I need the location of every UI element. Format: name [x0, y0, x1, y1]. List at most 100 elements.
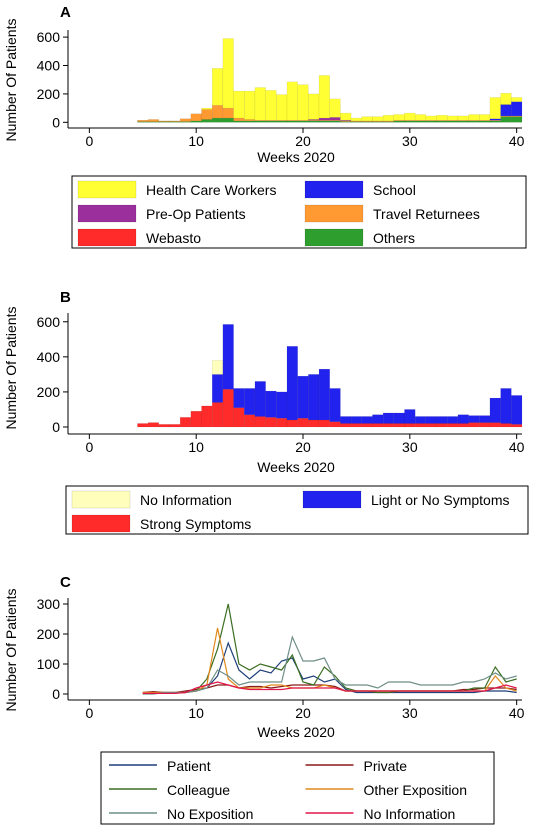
bar-pre-op-patients [329, 117, 341, 121]
bar-strong-symptoms [265, 417, 277, 428]
bar-light-or-no-symptoms [372, 414, 384, 424]
bar-strong-symptoms [201, 405, 213, 428]
legend-box [71, 175, 527, 249]
bar-health-care-workers [436, 115, 448, 121]
bar-health-care-workers [308, 93, 320, 120]
bar-light-or-no-symptoms [212, 374, 224, 403]
bar-strong-symptoms [479, 422, 491, 428]
bar-health-care-workers [425, 115, 437, 121]
bar-travel-returnees [489, 119, 501, 122]
bar-strong-symptoms [179, 417, 192, 428]
bar-light-or-no-symptoms [479, 415, 491, 423]
bar-light-or-no-symptoms [254, 381, 266, 417]
legend-swatch-webasto [77, 228, 137, 247]
bar-travel-returnees [511, 115, 523, 117]
bar-light-or-no-symptoms [436, 416, 448, 424]
bar-others [254, 120, 266, 123]
bar-light-or-no-symptoms [393, 412, 405, 424]
y-tick-label: 200 [37, 86, 61, 102]
y-tick-label: 600 [37, 314, 61, 330]
bar-health-care-workers [265, 90, 277, 121]
bar-strong-symptoms [297, 418, 309, 428]
bar-strong-symptoms [350, 423, 362, 428]
y-tick-label: 100 [37, 656, 61, 672]
legend-label-health-care-workers: Health Care Workers [146, 182, 276, 198]
bar-strong-symptoms [404, 423, 416, 428]
x-tick-label: 40 [509, 705, 525, 721]
bar-strong-symptoms [361, 423, 373, 428]
bar-others [244, 120, 256, 123]
bar-light-or-no-symptoms [447, 416, 459, 424]
bar-strong-symptoms [158, 424, 170, 428]
bar-light-or-no-symptoms [468, 415, 480, 423]
x-tick-label: 20 [295, 439, 311, 455]
x-tick-label: 20 [295, 133, 311, 149]
bar-light-or-no-symptoms [286, 346, 298, 421]
bar-health-care-workers [329, 98, 341, 118]
bar-light-or-no-symptoms [500, 388, 512, 424]
x-tick-label: 30 [402, 439, 418, 455]
bar-others [447, 120, 459, 123]
legend-label-other-exposition: Other Exposition [364, 782, 468, 798]
bar-health-care-workers [318, 75, 330, 119]
bar-light-or-no-symptoms [318, 368, 330, 421]
bar-travel-returnees [201, 109, 213, 120]
y-tick-label: 0 [52, 686, 60, 702]
legend-label-no-exposition: No Exposition [167, 806, 253, 822]
line-no-exposition [142, 635, 517, 695]
bar-light-or-no-symptoms [222, 324, 234, 390]
bar-health-care-workers [468, 114, 480, 121]
bar-light-or-no-symptoms [244, 388, 256, 415]
bar-others [404, 120, 416, 123]
bar-health-care-workers [212, 68, 224, 106]
bar-health-care-workers [382, 115, 395, 122]
bar-health-care-workers [361, 116, 373, 122]
bar-others [457, 120, 469, 123]
bar-health-care-workers [447, 115, 459, 121]
bar-others [479, 120, 491, 123]
bar-others [318, 120, 330, 123]
bar-others [308, 120, 320, 123]
panel-a-plot: 0 200 400 600 0 10 20 30 40 [37, 29, 525, 149]
panel-c-ylabel: Number Of Patients [3, 589, 19, 712]
line-no-information [142, 681, 517, 695]
panel-a-letter: A [60, 4, 71, 21]
bar-strong-symptoms [254, 416, 266, 428]
panel-c-plot: 0 100 200 300 0 10 20 30 40 [37, 596, 525, 721]
bar-light-or-no-symptoms [511, 395, 523, 425]
bar-strong-symptoms [500, 423, 512, 428]
panel-c-letter: C [60, 574, 71, 591]
bar-strong-symptoms [468, 422, 480, 428]
y-tick-label: 400 [37, 349, 61, 365]
bar-others [414, 120, 427, 123]
bar-strong-symptoms [318, 419, 330, 428]
legend-label-others: Others [373, 230, 415, 246]
bar-travel-returnees [147, 119, 159, 122]
x-tick-label: 0 [85, 439, 93, 455]
bar-pre-op-patients [318, 117, 330, 121]
panel-b-ylabel: Number Of Patients [3, 307, 19, 430]
y-tick-label: 0 [52, 419, 60, 435]
bar-others [233, 120, 245, 123]
bar-health-care-workers [489, 97, 501, 119]
bar-others [179, 121, 192, 123]
x-tick-label: 30 [402, 705, 418, 721]
bar-health-care-workers [244, 90, 256, 120]
bar-strong-symptoms [511, 424, 523, 428]
bar-strong-symptoms [425, 423, 437, 428]
legend-swatch-school [304, 180, 364, 199]
bar-others [265, 120, 277, 123]
bar-light-or-no-symptoms [414, 416, 427, 424]
bar-travel-returnees [190, 113, 202, 122]
bar-strong-symptoms [276, 418, 288, 428]
bar-light-or-no-symptoms [265, 390, 277, 418]
legend-swatch-health-care-workers [77, 180, 137, 199]
bar-strong-symptoms [489, 422, 501, 428]
bar-strong-symptoms [147, 422, 159, 428]
legend-label-patient: Patient [167, 758, 211, 774]
bar-strong-symptoms [382, 423, 395, 428]
y-tick-label: 0 [52, 114, 60, 130]
bar-light-or-no-symptoms [457, 414, 469, 424]
bar-strong-symptoms [222, 389, 234, 428]
